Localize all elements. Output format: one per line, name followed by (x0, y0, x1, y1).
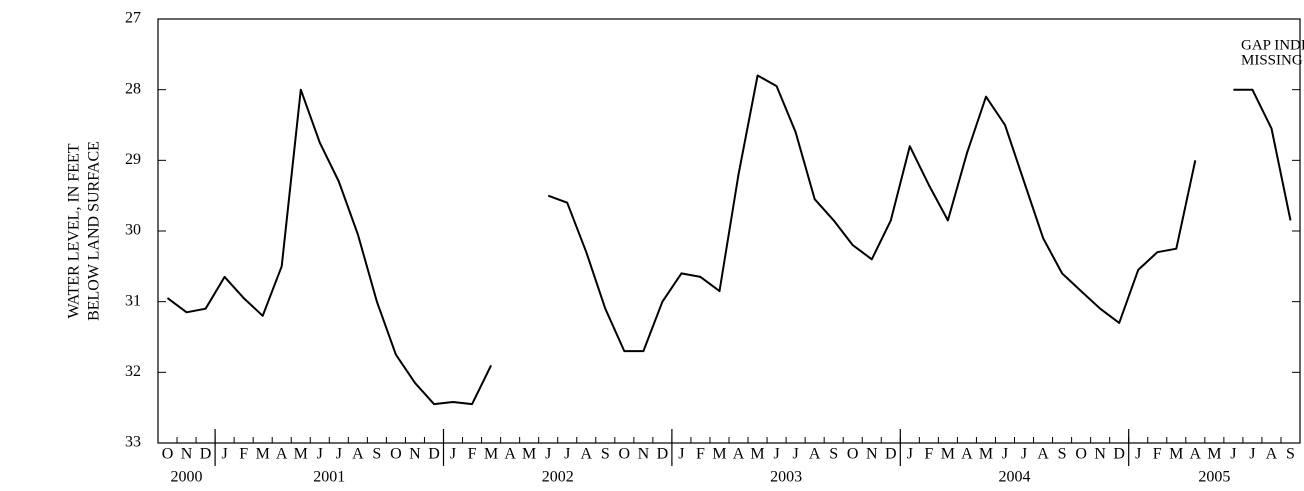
x-tick-label: J (907, 446, 913, 463)
x-tick-label: M (294, 446, 308, 463)
x-tick-label: M (979, 446, 993, 463)
x-tick-label: S (1058, 446, 1067, 463)
x-tick-label: N (409, 446, 421, 463)
x-tick-label: O (847, 446, 859, 463)
x-tick-label: D (885, 446, 897, 463)
x-tick-label: J (678, 446, 684, 463)
x-tick-label: M (750, 446, 764, 463)
x-tick-label: M (712, 446, 726, 463)
x-tick-label: A (1037, 446, 1049, 463)
x-tick-label: F (1153, 446, 1162, 463)
x-tick-label: N (638, 446, 650, 463)
year-label: 2000 (171, 469, 203, 486)
x-tick-label: N (866, 446, 878, 463)
x-tick-label: N (181, 446, 193, 463)
x-tick-label: F (468, 446, 477, 463)
x-tick-label: A (809, 446, 821, 463)
x-tick-label: D (657, 446, 669, 463)
x-tick-label: S (829, 446, 838, 463)
x-tick-label: O (390, 446, 402, 463)
x-tick-label: O (162, 446, 174, 463)
x-tick-label: M (522, 446, 536, 463)
year-label: 2001 (313, 469, 345, 486)
x-tick-label: J (1021, 446, 1027, 463)
x-tick-label: O (1075, 446, 1087, 463)
x-tick-label: A (504, 446, 516, 463)
x-tick-label: M (1207, 446, 1221, 463)
y-axis-label: BELOW LAND SURFACE (86, 141, 103, 321)
year-label: 2005 (1198, 469, 1230, 486)
y-tick-label: 32 (125, 363, 141, 380)
x-tick-label: M (484, 446, 498, 463)
x-tick-label: J (1002, 446, 1008, 463)
y-tick-label: 28 (125, 80, 141, 97)
x-tick-label: A (1266, 446, 1278, 463)
x-tick-label: A (580, 446, 592, 463)
x-tick-label: J (221, 446, 227, 463)
x-tick-label: M (256, 446, 270, 463)
x-tick-label: M (941, 446, 955, 463)
x-tick-label: D (428, 446, 440, 463)
x-tick-label: A (276, 446, 288, 463)
year-label: 2004 (999, 469, 1031, 486)
y-tick-label: 31 (125, 292, 141, 309)
annotation: MISSING RECORD (1241, 52, 1304, 68)
x-tick-label: M (1169, 446, 1183, 463)
y-tick-label: 29 (125, 151, 141, 168)
y-tick-label: 27 (125, 10, 141, 27)
y-axis-label: WATER LEVEL, IN FEET (66, 143, 83, 318)
x-tick-label: A (1190, 446, 1202, 463)
x-tick-label: J (1135, 446, 1141, 463)
x-tick-label: J (564, 446, 570, 463)
x-tick-label: F (924, 446, 933, 463)
x-tick-label: A (733, 446, 745, 463)
x-tick-label: O (619, 446, 631, 463)
x-tick-label: J (1230, 446, 1236, 463)
x-tick-label: J (1249, 446, 1255, 463)
x-tick-label: J (545, 446, 551, 463)
year-label: 2003 (770, 469, 802, 486)
data-line (166, 74, 1292, 406)
y-tick-label: 30 (125, 222, 141, 239)
x-tick-label: D (1113, 446, 1125, 463)
x-tick-label: A (961, 446, 973, 463)
x-tick-label: A (352, 446, 364, 463)
x-tick-label: J (792, 446, 798, 463)
x-tick-label: J (450, 446, 456, 463)
y-tick-label: 33 (125, 434, 141, 451)
annotation: GAP INDICATES (1241, 37, 1304, 53)
year-label: 2002 (542, 469, 574, 486)
x-tick-label: D (200, 446, 212, 463)
x-tick-label: S (1286, 446, 1295, 463)
x-tick-label: J (317, 446, 323, 463)
x-tick-label: J (336, 446, 342, 463)
x-tick-label: S (372, 446, 381, 463)
x-tick-label: N (1094, 446, 1106, 463)
x-tick-label: F (239, 446, 248, 463)
x-tick-label: S (601, 446, 610, 463)
x-tick-label: F (696, 446, 705, 463)
x-tick-label: J (773, 446, 779, 463)
